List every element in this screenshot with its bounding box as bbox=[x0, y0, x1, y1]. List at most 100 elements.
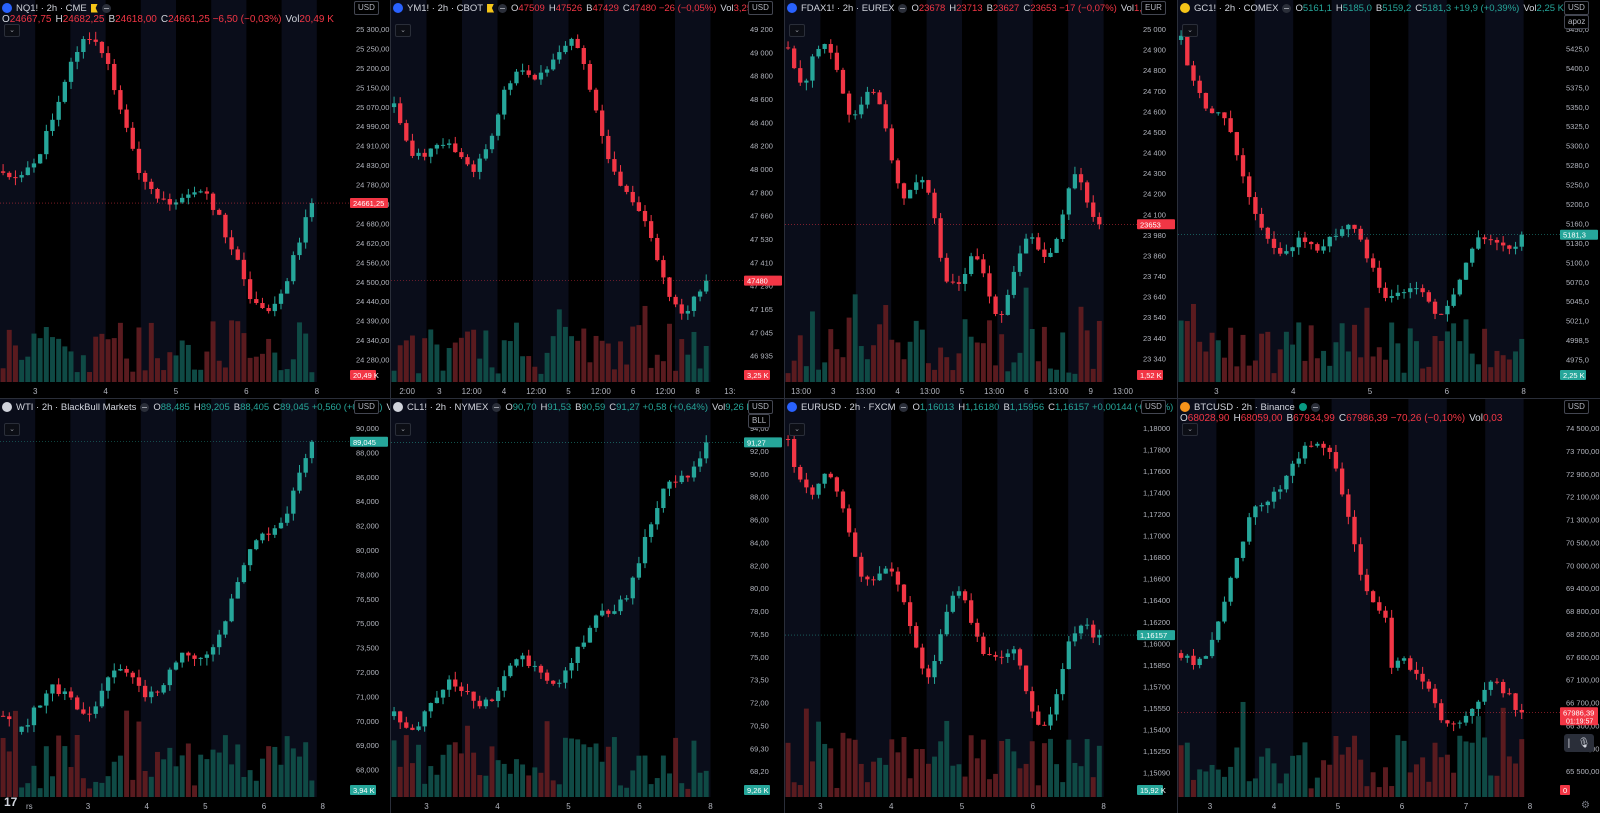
symbol-legend[interactable]: GC1! · 2h · COMEX O5161,1 H5185,0 B5159,2 C5… bbox=[1178, 0, 1564, 16]
candle bbox=[118, 669, 123, 671]
price-chart[interactable]: 90,000 88,000 86,000 84,000 82,000 80,000 78,0… bbox=[0, 399, 390, 813]
minus-circle-icon[interactable] bbox=[140, 402, 150, 412]
currency-selector[interactable]: USD bbox=[1141, 400, 1166, 414]
price-chart[interactable]: 74 500,00 73 700,00 72 900,00 72 100,00 71 3… bbox=[1178, 399, 1600, 813]
chevron-down-icon[interactable]: ⌄ bbox=[1182, 24, 1198, 37]
minus-circle-icon[interactable] bbox=[101, 3, 111, 13]
candle bbox=[410, 140, 415, 156]
chart-pane-wti[interactable]: 90,000 88,000 86,000 84,000 82,000 80,000 78,0… bbox=[0, 399, 390, 813]
candle bbox=[136, 148, 142, 173]
symbol-title[interactable]: NQ1! · 2h · CME bbox=[16, 2, 87, 14]
pane-divider[interactable] bbox=[0, 398, 1600, 399]
price-axis-label: 23 340 bbox=[1143, 354, 1166, 363]
volume-bar bbox=[550, 336, 556, 382]
minus-circle-icon[interactable] bbox=[1310, 402, 1320, 412]
chart-pane-nq[interactable]: 25 300,00 25 250,00 25 200,00 25 150,00 25 0… bbox=[0, 0, 390, 398]
price-chart[interactable]: 94,00 92,00 90,00 88,00 86,00 84,00 82,00 80,00… bbox=[391, 399, 784, 813]
volume-bar bbox=[1184, 742, 1190, 797]
volume-bar bbox=[648, 367, 654, 382]
chart-pane-eurusd[interactable]: 1,18000 1,17800 1,17600 1,17400 1,17200 1,170… bbox=[785, 399, 1177, 813]
chart-pane-gc[interactable]: 5450,0 5425,0 5400,0 5375,0 5350,0 5325,0 5300… bbox=[1178, 0, 1600, 398]
currency-selector[interactable]: USD bbox=[1564, 1, 1589, 15]
flag-icon[interactable] bbox=[487, 3, 495, 13]
symbol-legend[interactable]: EURUSD · 2h · FXCM O1,16013 H1,16180 B1,159… bbox=[785, 399, 1177, 415]
candle bbox=[229, 237, 234, 250]
price-chart[interactable]: 25 300,00 25 250,00 25 200,00 25 150,00 25 0… bbox=[0, 0, 390, 398]
time-axis-label: 13:00 bbox=[855, 387, 876, 396]
chevron-down-icon[interactable]: ⌄ bbox=[4, 24, 20, 37]
unit-selector[interactable]: apoz bbox=[1564, 15, 1590, 29]
price-axis[interactable] bbox=[1562, 0, 1600, 398]
price-axis[interactable] bbox=[1139, 399, 1177, 813]
microphone-icon[interactable]: 🎙 bbox=[1577, 737, 1591, 749]
symbol-legend[interactable]: BTCUSD · 2h · Binance bbox=[1178, 399, 1320, 415]
cursor-icon[interactable]: | bbox=[1567, 737, 1571, 749]
currency-selector[interactable]: USD bbox=[748, 1, 773, 15]
price-axis[interactable] bbox=[746, 399, 784, 813]
candle bbox=[981, 636, 986, 654]
price-axis[interactable] bbox=[1139, 0, 1177, 398]
session-background bbox=[140, 399, 176, 797]
pane-divider[interactable] bbox=[1177, 0, 1178, 813]
price-chart[interactable]: 49 200 49 000 48 800 48 600 48 400 48 200 48 0… bbox=[391, 0, 784, 398]
price-chart[interactable]: 1,18000 1,17800 1,17600 1,17400 1,17200 1,170… bbox=[785, 399, 1177, 813]
ohlc-label: O bbox=[1180, 413, 1188, 424]
pane-divider[interactable] bbox=[784, 0, 785, 813]
candle bbox=[105, 53, 111, 64]
price-axis[interactable] bbox=[746, 0, 784, 398]
minus-circle-icon[interactable] bbox=[492, 402, 502, 412]
candle bbox=[1011, 649, 1017, 654]
minus-circle-icon[interactable] bbox=[498, 3, 508, 13]
candle bbox=[1222, 112, 1227, 119]
pane-divider[interactable] bbox=[390, 0, 391, 813]
unit-selector[interactable]: BLL bbox=[748, 414, 771, 428]
price-axis[interactable] bbox=[352, 399, 390, 813]
symbol-title[interactable]: GC1! · 2h · COMEX bbox=[1194, 2, 1279, 14]
currency-selector[interactable]: USD bbox=[354, 1, 379, 15]
symbol-title[interactable]: FDAX1! · 2h · EUREX bbox=[801, 2, 895, 14]
chart-pane-fdax[interactable]: 25 000 24 900 24 800 24 700 24 600 24 500 24 4… bbox=[785, 0, 1177, 398]
candle bbox=[434, 144, 440, 149]
minus-circle-icon[interactable] bbox=[899, 402, 909, 412]
chart-pane-cl[interactable]: 94,00 92,00 90,00 88,00 86,00 84,00 82,00 80,00… bbox=[391, 399, 784, 813]
volume-bar bbox=[1221, 357, 1227, 382]
minus-circle-icon[interactable] bbox=[1282, 3, 1292, 13]
tradingview-logo[interactable]: 17 bbox=[4, 795, 18, 809]
minus-circle-icon[interactable] bbox=[898, 3, 908, 13]
symbol-title[interactable]: YM1! · 2h · CBOT bbox=[407, 2, 484, 14]
chevron-down-icon[interactable]: ⌄ bbox=[789, 24, 805, 37]
ohlc-label: Vol bbox=[712, 401, 726, 413]
candle bbox=[642, 211, 648, 222]
volume-bar bbox=[272, 352, 278, 382]
symbol-legend[interactable]: CL1! · 2h · NYMEX O90,70 H91,53 B90,59 C91,2… bbox=[391, 399, 753, 415]
candle bbox=[1278, 247, 1283, 254]
symbol-title[interactable]: WTI · 2h · BlackBull Markets bbox=[16, 401, 137, 413]
chevron-down-icon[interactable]: ⌄ bbox=[789, 423, 805, 436]
volume-bar bbox=[428, 766, 434, 797]
currency-selector[interactable]: USD bbox=[748, 400, 773, 414]
symbol-title[interactable]: CL1! · 2h · NYMEX bbox=[407, 401, 489, 413]
currency-selector[interactable]: USD bbox=[1564, 400, 1589, 414]
chevron-down-icon[interactable]: ⌄ bbox=[1182, 423, 1198, 436]
time-axis-label: 6 bbox=[1445, 387, 1450, 396]
candle bbox=[416, 152, 421, 156]
candle bbox=[704, 442, 709, 459]
symbol-title[interactable]: EURUSD · 2h · FXCM bbox=[801, 401, 896, 413]
currency-selector[interactable]: EUR bbox=[1141, 1, 1166, 15]
gear-icon[interactable]: ⚙ bbox=[1581, 800, 1590, 811]
symbol-legend[interactable]: YM1! · 2h · CBOT O47509 H47526 B47429 C47480… bbox=[391, 0, 761, 16]
chevron-down-icon[interactable]: ⌄ bbox=[395, 423, 411, 436]
symbol-legend[interactable]: WTI · 2h · BlackBull Markets O88,485 H89,2… bbox=[0, 399, 390, 415]
price-chart[interactable]: 5450,0 5425,0 5400,0 5375,0 5350,0 5325,0 5300… bbox=[1178, 0, 1600, 398]
flag-icon[interactable] bbox=[90, 3, 98, 13]
currency-selector[interactable]: USD bbox=[354, 400, 379, 414]
symbol-title[interactable]: BTCUSD · 2h · Binance bbox=[1194, 401, 1295, 413]
symbol-legend[interactable]: NQ1! · 2h · CME bbox=[0, 0, 111, 16]
market-open-icon bbox=[1298, 403, 1307, 411]
chevron-down-icon[interactable]: ⌄ bbox=[4, 423, 20, 436]
price-chart[interactable]: 25 000 24 900 24 800 24 700 24 600 24 500 24 4… bbox=[785, 0, 1177, 398]
chevron-down-icon[interactable]: ⌄ bbox=[395, 24, 411, 37]
symbol-legend[interactable]: FDAX1! · 2h · EUREX O23678 H23713 B23627 C23… bbox=[785, 0, 1162, 16]
chart-pane-btc[interactable]: 74 500,00 73 700,00 72 900,00 72 100,00 71 3… bbox=[1178, 399, 1600, 813]
chart-pane-ym[interactable]: 49 200 49 000 48 800 48 600 48 400 48 200 48 0… bbox=[391, 0, 784, 398]
